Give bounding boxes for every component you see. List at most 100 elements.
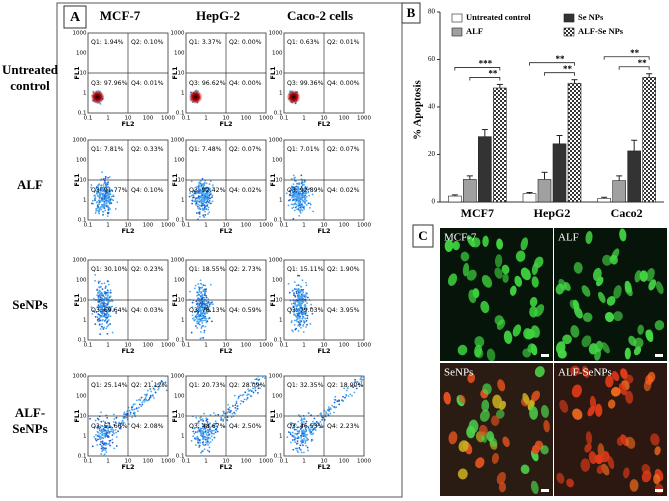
event-dot	[138, 398, 141, 401]
quadrant-label: Q4: 0.10%	[131, 187, 164, 194]
event-dot	[304, 194, 307, 197]
event-dot	[109, 208, 112, 210]
event-dot	[100, 184, 102, 187]
event-dot	[95, 187, 98, 190]
event-dot	[297, 289, 300, 292]
event-dot	[106, 426, 109, 429]
event-dot	[327, 413, 329, 416]
event-dot	[144, 396, 147, 399]
bar	[552, 143, 567, 203]
event-dot	[98, 291, 101, 293]
event-dot	[207, 206, 210, 209]
event-dot	[197, 315, 200, 318]
quadrant-label: Q2: 1.90%	[327, 266, 360, 273]
event-dot	[202, 450, 204, 452]
event-dot	[300, 300, 303, 303]
event-dot	[207, 306, 210, 309]
event-dot	[93, 425, 96, 428]
event-dot	[99, 316, 102, 318]
event-dot	[98, 210, 101, 213]
event-dot	[234, 404, 237, 407]
event-dot	[111, 331, 114, 334]
row-label: ALF	[17, 177, 43, 192]
event-dot	[298, 317, 301, 320]
event-dot	[202, 307, 205, 310]
event-dot	[207, 443, 209, 446]
event-dot	[104, 307, 107, 309]
event-dot	[104, 205, 106, 207]
event-dot	[196, 185, 199, 188]
event-dot	[193, 311, 196, 313]
x-tick-label: 1	[204, 459, 208, 465]
event-dot	[298, 202, 300, 205]
event-dot	[299, 444, 302, 447]
x-tick-label: 100	[143, 223, 154, 229]
event-dot	[295, 200, 297, 203]
event-dot	[104, 209, 107, 212]
event-dot	[300, 293, 303, 296]
event-dot	[104, 436, 106, 439]
event-dot	[204, 210, 206, 213]
event-dot	[213, 412, 215, 414]
event-dot	[256, 392, 259, 394]
bar	[493, 87, 507, 203]
flow-plot: Q1: 18.55% Q2: 2.73% Q3: 78.13% Q4: 0.59% 0.…	[171, 258, 274, 356]
event-dot	[123, 417, 126, 420]
event-dot	[294, 193, 297, 196]
event-dot	[298, 191, 301, 194]
event-dot	[107, 212, 109, 215]
event-dot	[193, 432, 196, 435]
event-dot	[285, 192, 288, 195]
y-tick-label: 10	[80, 414, 87, 420]
y-tick-label: 0	[432, 198, 436, 206]
event-dot	[99, 438, 102, 441]
event-dot	[201, 441, 204, 444]
event-dot	[307, 202, 310, 205]
event-dot	[132, 412, 135, 415]
quadrant-label: Q4: 0.01%	[131, 80, 164, 87]
event-dot	[208, 187, 211, 190]
significance-label: **	[630, 48, 640, 58]
event-dot	[204, 319, 207, 322]
event-dot	[111, 300, 114, 303]
x-tick-label: 1	[204, 116, 208, 122]
event-dot	[201, 422, 204, 425]
event-dot	[304, 198, 307, 201]
event-dot	[245, 398, 248, 401]
event-dot	[115, 431, 117, 434]
event-dot	[293, 309, 295, 312]
event-dot	[212, 186, 214, 189]
legend-label: ALF	[466, 26, 483, 36]
event-dot	[347, 395, 350, 397]
event-dot	[130, 408, 133, 411]
event-dot	[103, 182, 106, 185]
event-dot	[305, 199, 308, 202]
event-dot	[235, 402, 238, 404]
event-dot	[102, 206, 104, 208]
y-tick-label: 0.1	[78, 218, 87, 224]
x-tick-label: 10	[125, 223, 132, 229]
x-tick-label: 10	[223, 223, 230, 229]
event-dot	[100, 301, 103, 303]
event-dot	[143, 401, 146, 403]
event-dot	[302, 288, 305, 291]
event-dot	[305, 281, 307, 284]
event-dot	[94, 196, 97, 198]
event-dot	[292, 206, 295, 209]
event-dot	[302, 435, 305, 437]
event-dot	[105, 316, 108, 319]
event-dot	[110, 430, 113, 433]
event-dot	[295, 309, 298, 312]
event-dot	[199, 279, 202, 282]
event-dot	[206, 440, 209, 443]
quadrant-label: Q4: 0.02%	[327, 187, 360, 194]
row-label: Untreated control	[2, 62, 58, 93]
event-dot	[301, 199, 304, 202]
event-dot	[304, 312, 307, 315]
error-bar	[481, 129, 488, 137]
event-dot	[216, 430, 219, 433]
event-dot	[132, 403, 135, 406]
event-dot	[297, 321, 300, 323]
event-dot	[98, 193, 101, 196]
x-tick-label: 1	[106, 116, 110, 122]
